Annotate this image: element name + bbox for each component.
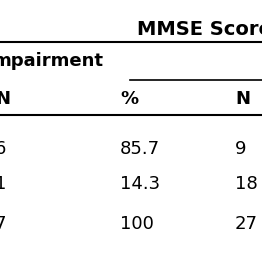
Text: MMSE Score: MMSE Score [137,20,262,39]
Text: 1: 1 [0,175,6,193]
Text: 7: 7 [0,215,7,233]
Text: mpairment: mpairment [0,52,103,70]
Text: N: N [0,90,10,108]
Text: 27: 27 [235,215,258,233]
Text: 18: 18 [235,175,258,193]
Text: 100: 100 [120,215,154,233]
Text: %: % [120,90,138,108]
Text: 6: 6 [0,140,6,158]
Text: 9: 9 [235,140,247,158]
Text: N: N [235,90,250,108]
Text: 85.7: 85.7 [120,140,160,158]
Text: 14.3: 14.3 [120,175,160,193]
